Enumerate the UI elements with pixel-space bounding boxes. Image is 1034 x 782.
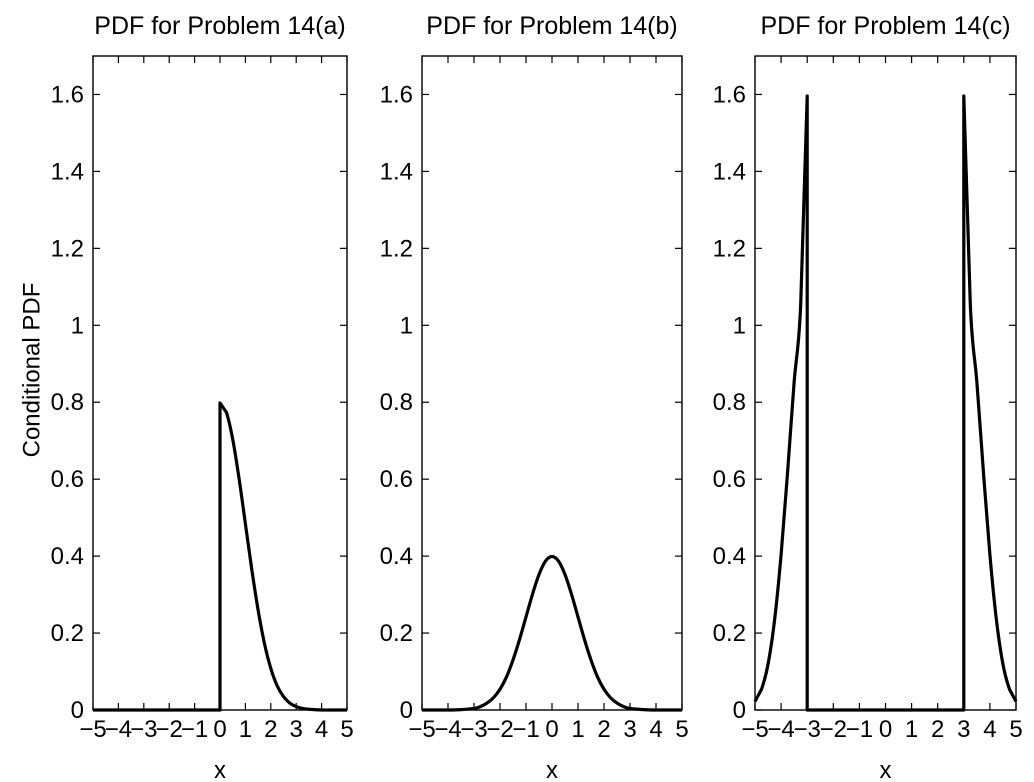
y-tick-label: 0.8 xyxy=(713,389,746,416)
panel-3: PDF for Problem 14(c)−5−4−3−2−1 0 1 2 3 4 500.… xyxy=(713,12,1023,782)
y-tick-label: 0.2 xyxy=(51,620,84,647)
x-tick-label: −1 xyxy=(512,716,539,743)
y-tick-label: 1.2 xyxy=(380,235,413,262)
y-tick-label: 1.6 xyxy=(51,81,84,108)
x-tick-label: −4 xyxy=(105,716,132,743)
y-axis-label: Conditional PDF xyxy=(18,283,45,458)
x-tick-label: 0 xyxy=(545,716,558,743)
y-tick-label: 0.6 xyxy=(713,466,746,493)
y-tick-label: 0 xyxy=(733,697,746,724)
y-tick-label: 1.4 xyxy=(51,158,84,185)
y-tick-label: 0.8 xyxy=(51,389,84,416)
x-tick-label: −1 xyxy=(181,716,208,743)
y-tick-label: 1.2 xyxy=(51,235,84,262)
x-tick-label: 2 xyxy=(264,716,277,743)
x-tick-label: 4 xyxy=(315,716,328,743)
y-tick-label: 0.2 xyxy=(380,620,413,647)
y-tick-label: 1 xyxy=(400,312,413,339)
panel-2: PDF for Problem 14(b)−5−4−3−2−1 0 1 2 3 4 500.… xyxy=(380,12,689,782)
pdf-curve xyxy=(753,94,1018,712)
panel-1: PDF for Problem 14(a)−5−4−3−2−1 0 1 2 3 4 500.… xyxy=(51,12,354,782)
pdf-curve xyxy=(93,401,347,712)
y-tick-label: 1.2 xyxy=(713,235,746,262)
x-tick-label: 2 xyxy=(597,716,610,743)
x-tick-label: 5 xyxy=(1009,716,1022,743)
x-tick-label: −2 xyxy=(486,716,513,743)
pdf-curve xyxy=(422,554,682,712)
x-tick-label: −5 xyxy=(408,716,435,743)
panel-title: PDF for Problem 14(c) xyxy=(760,12,1010,40)
y-tick-label: 1.6 xyxy=(713,81,746,108)
x-tick-label: 1 xyxy=(571,716,584,743)
x-tick-label: 4 xyxy=(983,716,996,743)
y-tick-label: 1 xyxy=(733,312,746,339)
x-axis-label: x xyxy=(214,757,226,782)
x-tick-label: −4 xyxy=(767,716,794,743)
x-tick-label: −2 xyxy=(820,716,847,743)
x-tick-label: 1 xyxy=(239,716,252,743)
x-tick-label: −3 xyxy=(130,716,157,743)
x-tick-label: 0 xyxy=(213,716,226,743)
panel-title: PDF for Problem 14(b) xyxy=(426,12,677,40)
plot-frame xyxy=(754,55,1017,711)
x-tick-label: −3 xyxy=(460,716,487,743)
x-tick-label: −5 xyxy=(79,716,106,743)
x-tick-label: −4 xyxy=(434,716,461,743)
y-tick-label: 0.4 xyxy=(713,543,746,570)
x-tick-label: 5 xyxy=(675,716,688,743)
x-tick-label: 3 xyxy=(957,716,970,743)
x-tick-label: −1 xyxy=(846,716,873,743)
y-tick-label: 0.6 xyxy=(380,466,413,493)
x-tick-label: 3 xyxy=(290,716,303,743)
x-tick-label: 2 xyxy=(931,716,944,743)
x-tick-label: 0 xyxy=(879,716,892,743)
y-tick-label: 1.4 xyxy=(380,158,413,185)
x-tick-label: 3 xyxy=(623,716,636,743)
x-axis-label: x xyxy=(546,757,558,782)
panel-title: PDF for Problem 14(a) xyxy=(94,12,345,40)
x-axis-label: x xyxy=(880,757,892,782)
y-tick-label: 0.8 xyxy=(380,389,413,416)
y-tick-label: 0 xyxy=(71,697,84,724)
plot-frame xyxy=(421,55,683,711)
y-tick-label: 0.2 xyxy=(713,620,746,647)
x-tick-label: −2 xyxy=(156,716,183,743)
y-tick-label: 1 xyxy=(71,312,84,339)
x-tick-label: 4 xyxy=(649,716,662,743)
x-tick-label: 1 xyxy=(905,716,918,743)
y-tick-label: 0.4 xyxy=(380,543,413,570)
y-tick-label: 1.6 xyxy=(380,81,413,108)
x-tick-label: −5 xyxy=(741,716,768,743)
x-tick-label: −3 xyxy=(794,716,821,743)
x-tick-label: 5 xyxy=(340,716,353,743)
y-tick-label: 1.4 xyxy=(713,158,746,185)
panels: PDF for Problem 14(a)−5−4−3−2−1 0 1 2 3 4 500.… xyxy=(51,12,1023,782)
y-tick-label: 0 xyxy=(400,697,413,724)
y-tick-label: 0.6 xyxy=(51,466,84,493)
y-tick-label: 0.4 xyxy=(51,543,84,570)
